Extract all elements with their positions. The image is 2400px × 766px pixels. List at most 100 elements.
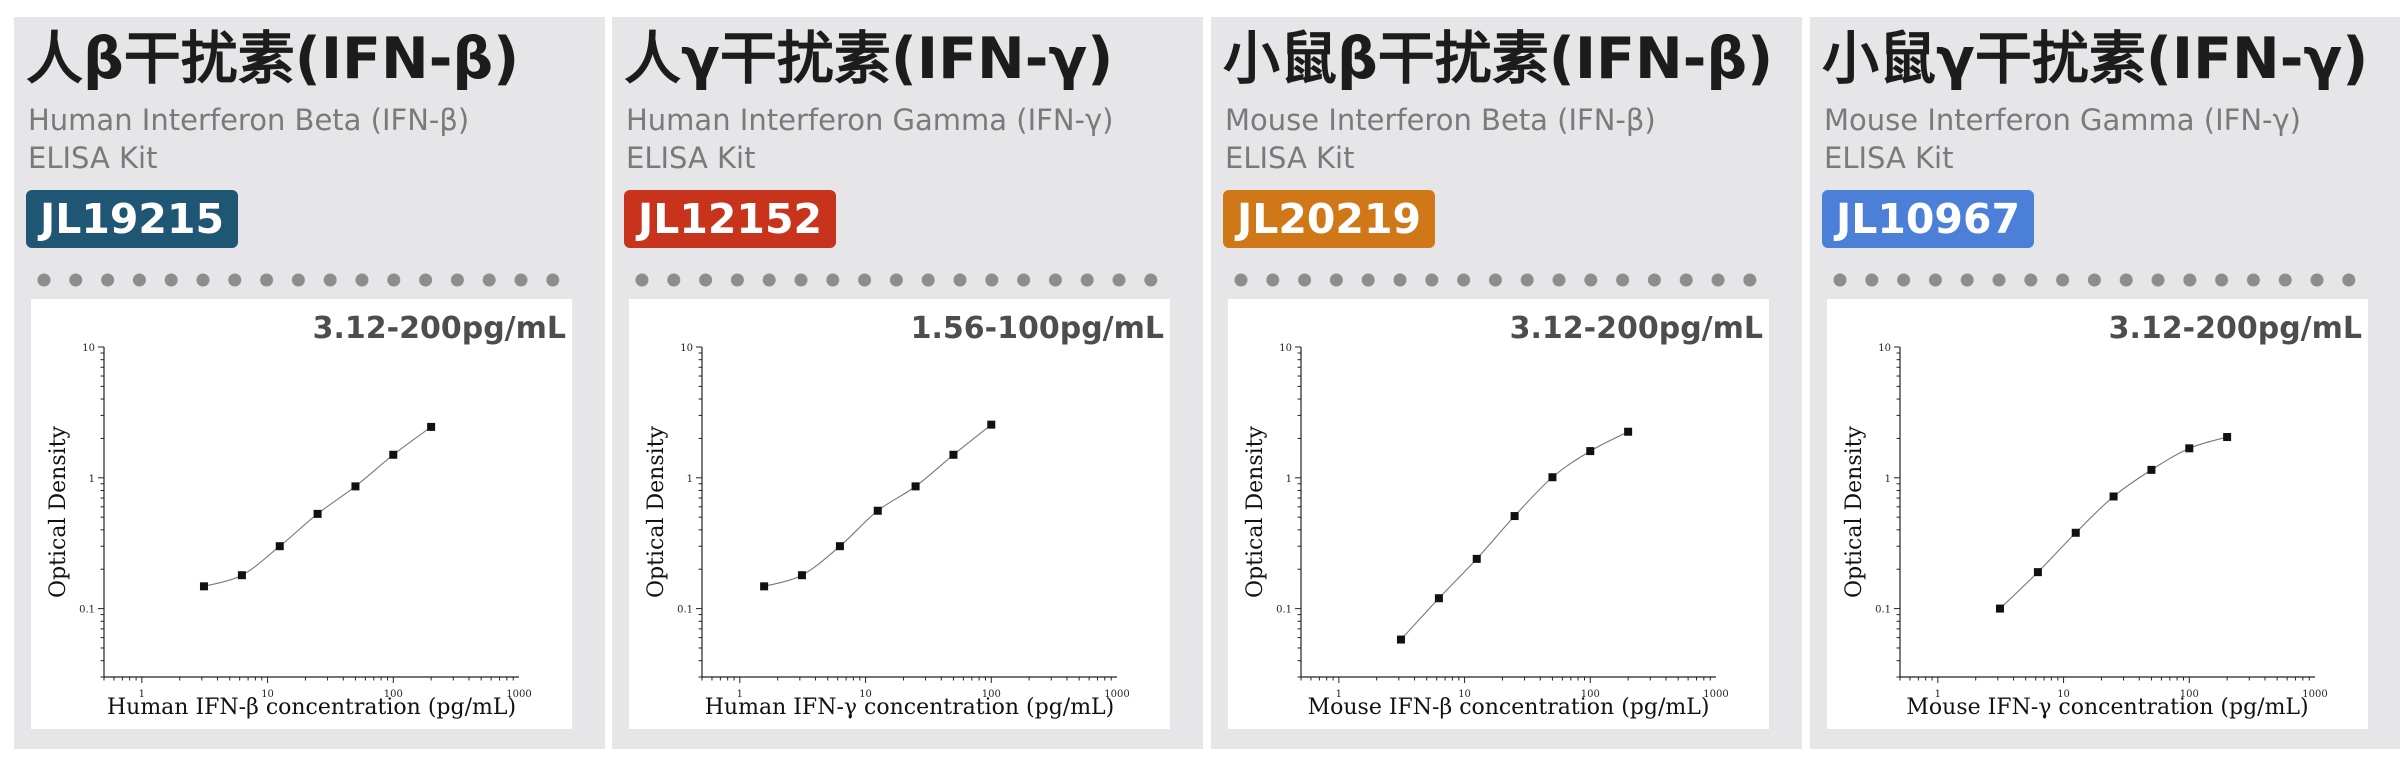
divider-dot bbox=[1928, 273, 1942, 287]
x-tick-label: 1000 bbox=[2302, 689, 2327, 700]
divider-dot bbox=[2056, 273, 2070, 287]
divider-dot bbox=[291, 273, 305, 287]
data-point bbox=[949, 450, 958, 459]
catalog-badge: JL12152 bbox=[624, 190, 836, 248]
divider-dot bbox=[921, 273, 935, 287]
kit-subtitle: Mouse Interferon Gamma (IFN-γ) bbox=[1824, 103, 2301, 137]
divider-dot bbox=[164, 273, 178, 287]
data-point bbox=[1472, 554, 1481, 563]
x-tick-label: 1 bbox=[1935, 689, 1941, 700]
divider-dot bbox=[1080, 273, 1094, 287]
divider-dot bbox=[546, 273, 560, 287]
data-point bbox=[1434, 594, 1443, 603]
y-tick-label: 0.1 bbox=[677, 605, 693, 616]
divider-dot bbox=[2119, 273, 2133, 287]
kit-type: ELISA Kit bbox=[1225, 141, 1355, 175]
kit-subtitle: Human Interferon Gamma (IFN-γ) bbox=[626, 103, 1114, 137]
divider-dot bbox=[355, 273, 369, 287]
y-tick-label: 10 bbox=[82, 343, 95, 354]
y-axis-label: Optical Density bbox=[1842, 425, 1867, 597]
data-point bbox=[275, 542, 284, 551]
divider-dot bbox=[699, 273, 713, 287]
data-point bbox=[2071, 528, 2080, 537]
kit-subtitle: Human Interferon Beta (IFN-β) bbox=[28, 103, 470, 137]
divider-dot bbox=[2024, 273, 2038, 287]
divider-dot bbox=[826, 273, 840, 287]
x-tick-label: 10 bbox=[261, 689, 274, 700]
data-point bbox=[2033, 568, 2042, 577]
divider-dot bbox=[2215, 273, 2229, 287]
detection-range: 1.56-100pg/mL bbox=[910, 311, 1164, 346]
catalog-badge: JL20219 bbox=[1223, 190, 1435, 248]
divider-dot bbox=[985, 273, 999, 287]
divider-dot bbox=[1112, 273, 1126, 287]
x-tick-label: 100 bbox=[384, 689, 403, 700]
divider-dot bbox=[1425, 273, 1439, 287]
y-tick-label: 1 bbox=[1885, 474, 1891, 485]
divider-dot bbox=[2151, 273, 2165, 287]
divider-dot bbox=[1584, 273, 1598, 287]
divider-dot bbox=[1992, 273, 2006, 287]
y-tick-label: 0.1 bbox=[1276, 605, 1292, 616]
divider-dot bbox=[1647, 273, 1661, 287]
divider-dot bbox=[858, 273, 872, 287]
x-tick-label: 10 bbox=[859, 689, 872, 700]
divider-dot bbox=[419, 273, 433, 287]
divider-dot bbox=[69, 273, 83, 287]
divider-dot bbox=[387, 273, 401, 287]
kit-subtitle: Mouse Interferon Beta (IFN-β) bbox=[1225, 103, 1656, 137]
divider-dot bbox=[1457, 273, 1471, 287]
detection-range: 3.12-200pg/mL bbox=[2108, 311, 2362, 346]
y-axis-label: Optical Density bbox=[644, 425, 669, 597]
detection-range: 3.12-200pg/mL bbox=[1509, 311, 1763, 346]
data-point bbox=[1396, 635, 1405, 644]
divider-dot bbox=[2310, 273, 2324, 287]
data-point bbox=[237, 571, 246, 580]
divider-dot bbox=[514, 273, 528, 287]
divider-dot bbox=[1017, 273, 1031, 287]
data-point bbox=[835, 542, 844, 551]
data-point bbox=[760, 582, 769, 591]
kit-type: ELISA Kit bbox=[626, 141, 756, 175]
data-point bbox=[1995, 604, 2004, 613]
divider-dot bbox=[953, 273, 967, 287]
x-axis-label: Human IFN-γ concentration (pg/mL) bbox=[705, 695, 1115, 720]
data-point bbox=[1586, 447, 1595, 456]
divider-dot bbox=[730, 273, 744, 287]
y-tick-label: 10 bbox=[680, 343, 693, 354]
divider-dot bbox=[482, 273, 496, 287]
divider-dot bbox=[1552, 273, 1566, 287]
data-point bbox=[389, 450, 398, 459]
divider-dot bbox=[2246, 273, 2260, 287]
divider-dot bbox=[1361, 273, 1375, 287]
divider-dot bbox=[1266, 273, 1280, 287]
divider-dot bbox=[794, 273, 808, 287]
kit-title: 人β干扰素(IFN-β) bbox=[26, 26, 520, 92]
x-axis-label: Mouse IFN-β concentration (pg/mL) bbox=[1308, 695, 1710, 720]
divider-dot bbox=[635, 273, 649, 287]
divider-dot bbox=[1520, 273, 1534, 287]
data-point bbox=[2185, 444, 2194, 453]
fitted-curve bbox=[1999, 436, 2228, 610]
x-tick-label: 1 bbox=[1336, 689, 1342, 700]
kit-card: 小鼠β干扰素(IFN-β) Mouse Interferon Beta (IFN… bbox=[1211, 17, 1802, 749]
data-point bbox=[873, 506, 882, 515]
x-axis-label: Human IFN-β concentration (pg/mL) bbox=[107, 695, 516, 720]
y-axis-label: Optical Density bbox=[1243, 425, 1268, 597]
divider-dot bbox=[132, 273, 146, 287]
data-point bbox=[1624, 427, 1633, 436]
divider-dot bbox=[2278, 273, 2292, 287]
divider-dot bbox=[2087, 273, 2101, 287]
divider-dot bbox=[1743, 273, 1757, 287]
data-point bbox=[1510, 512, 1519, 521]
x-tick-label: 100 bbox=[2180, 689, 2199, 700]
x-tick-label: 100 bbox=[1581, 689, 1600, 700]
divider-dot bbox=[1865, 273, 1879, 287]
divider-dot bbox=[2342, 273, 2356, 287]
dot-divider bbox=[1833, 273, 2356, 287]
data-point bbox=[987, 420, 996, 429]
x-tick-label: 1 bbox=[737, 689, 743, 700]
divider-dot bbox=[889, 273, 903, 287]
